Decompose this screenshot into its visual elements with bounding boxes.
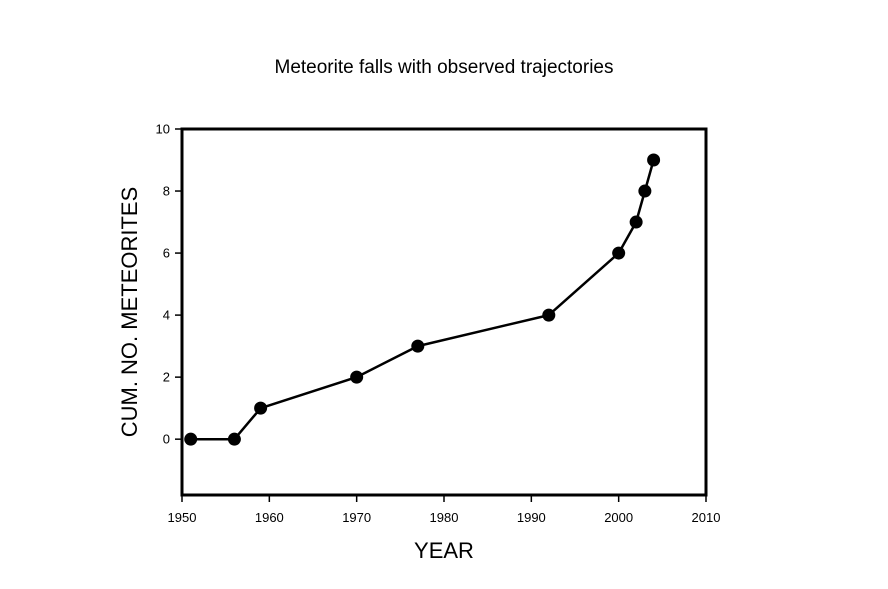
- series-layer: [184, 153, 661, 446]
- x-axis-label: YEAR: [414, 538, 474, 563]
- y-tick-label: 10: [156, 122, 170, 137]
- x-tick-label: 2010: [692, 510, 721, 525]
- data-point: [227, 432, 241, 446]
- data-point: [629, 215, 643, 229]
- data-point: [254, 401, 268, 415]
- plot-frame: [180, 127, 708, 497]
- x-axis: 1950 1960 1970 1980 1990 2000 2010: [168, 495, 721, 525]
- series-line: [190, 159, 655, 441]
- data-point: [638, 184, 652, 198]
- x-tick-label: 2000: [604, 510, 633, 525]
- data-point: [542, 308, 556, 322]
- data-point: [350, 370, 364, 384]
- data-point: [411, 339, 425, 353]
- y-tick-label: 2: [163, 370, 170, 385]
- chart-title: Meteorite falls with observed trajectori…: [275, 57, 614, 78]
- x-tick-label: 1950: [168, 510, 197, 525]
- data-point: [647, 153, 661, 167]
- y-tick-label: 6: [163, 246, 170, 261]
- y-tick-label: 8: [163, 184, 170, 199]
- x-tick-label: 1960: [255, 510, 284, 525]
- x-tick-label: 1980: [430, 510, 459, 525]
- y-axis-label: CUM. NO. METEORITES: [117, 187, 142, 438]
- data-point: [184, 432, 198, 446]
- x-tick-label: 1970: [342, 510, 371, 525]
- x-tick-label: 1990: [517, 510, 546, 525]
- y-axis: 0 2 4 6 8 10: [156, 122, 182, 447]
- y-tick-label: 0: [163, 432, 170, 447]
- y-tick-label: 4: [163, 308, 170, 323]
- data-point: [612, 246, 626, 260]
